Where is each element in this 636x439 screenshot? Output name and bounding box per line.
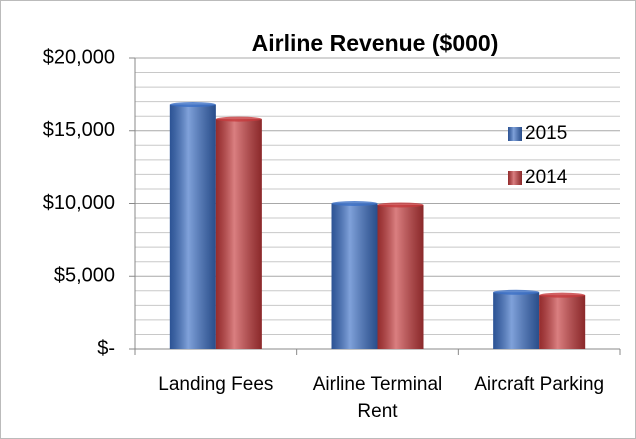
y-tick-label: $10,000 [43,192,115,214]
legend-swatch-shine [508,171,522,185]
bar-cap [539,292,586,298]
x-tick-label: Airline Terminal Rent [312,374,443,422]
bar-cap [331,201,378,206]
bar-cap [215,116,262,122]
y-tick-label: $5,000 [54,265,115,287]
legend-label: 2014 [525,167,568,188]
y-tick-label: $15,000 [43,119,115,141]
legend-swatch-shine [508,127,522,141]
x-tick-label: Landing Fees [158,374,274,395]
bar-shine [331,203,378,349]
bar-cap [493,289,540,295]
chart-title: Airline Revenue ($000) [252,30,499,56]
bar-shine [377,204,424,349]
y-tick-label: $20,000 [43,46,115,68]
bar-cap [169,102,216,108]
legend-label: 2015 [525,123,567,144]
bar-shine [169,104,216,349]
bar-shine [215,119,262,349]
bar-shine [539,295,586,349]
bar-cap [377,202,424,208]
bar-shine [493,292,540,349]
y-tick-label: $- [97,337,115,359]
x-tick-label: Aircraft Parking [474,374,605,395]
